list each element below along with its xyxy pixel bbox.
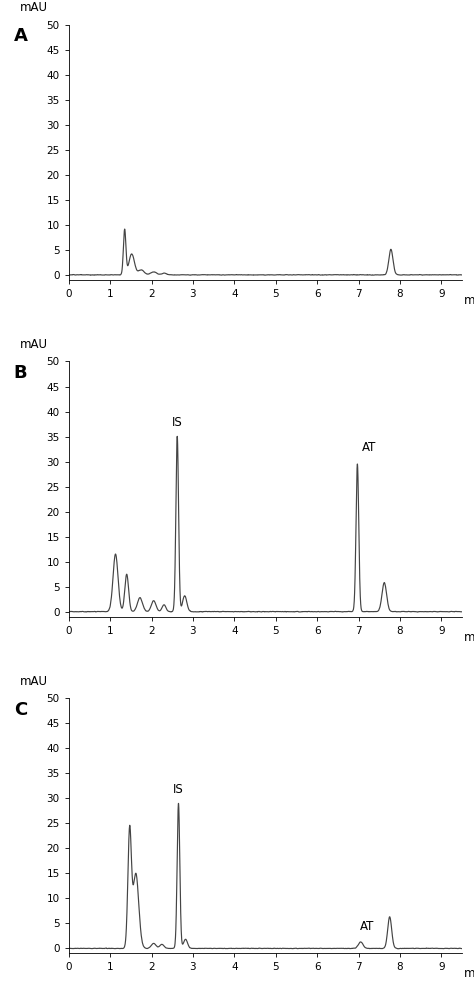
Text: mAU: mAU [19,338,47,352]
Text: IS: IS [172,416,182,429]
Text: min: min [464,630,474,643]
Text: AT: AT [362,441,376,454]
Text: B: B [14,364,27,382]
Text: IS: IS [173,782,184,795]
Text: A: A [14,28,27,45]
Text: AT: AT [360,921,374,934]
Text: mAU: mAU [19,2,47,15]
Text: C: C [14,700,27,719]
Text: min: min [464,967,474,980]
Text: mAU: mAU [19,675,47,688]
Text: min: min [464,293,474,307]
